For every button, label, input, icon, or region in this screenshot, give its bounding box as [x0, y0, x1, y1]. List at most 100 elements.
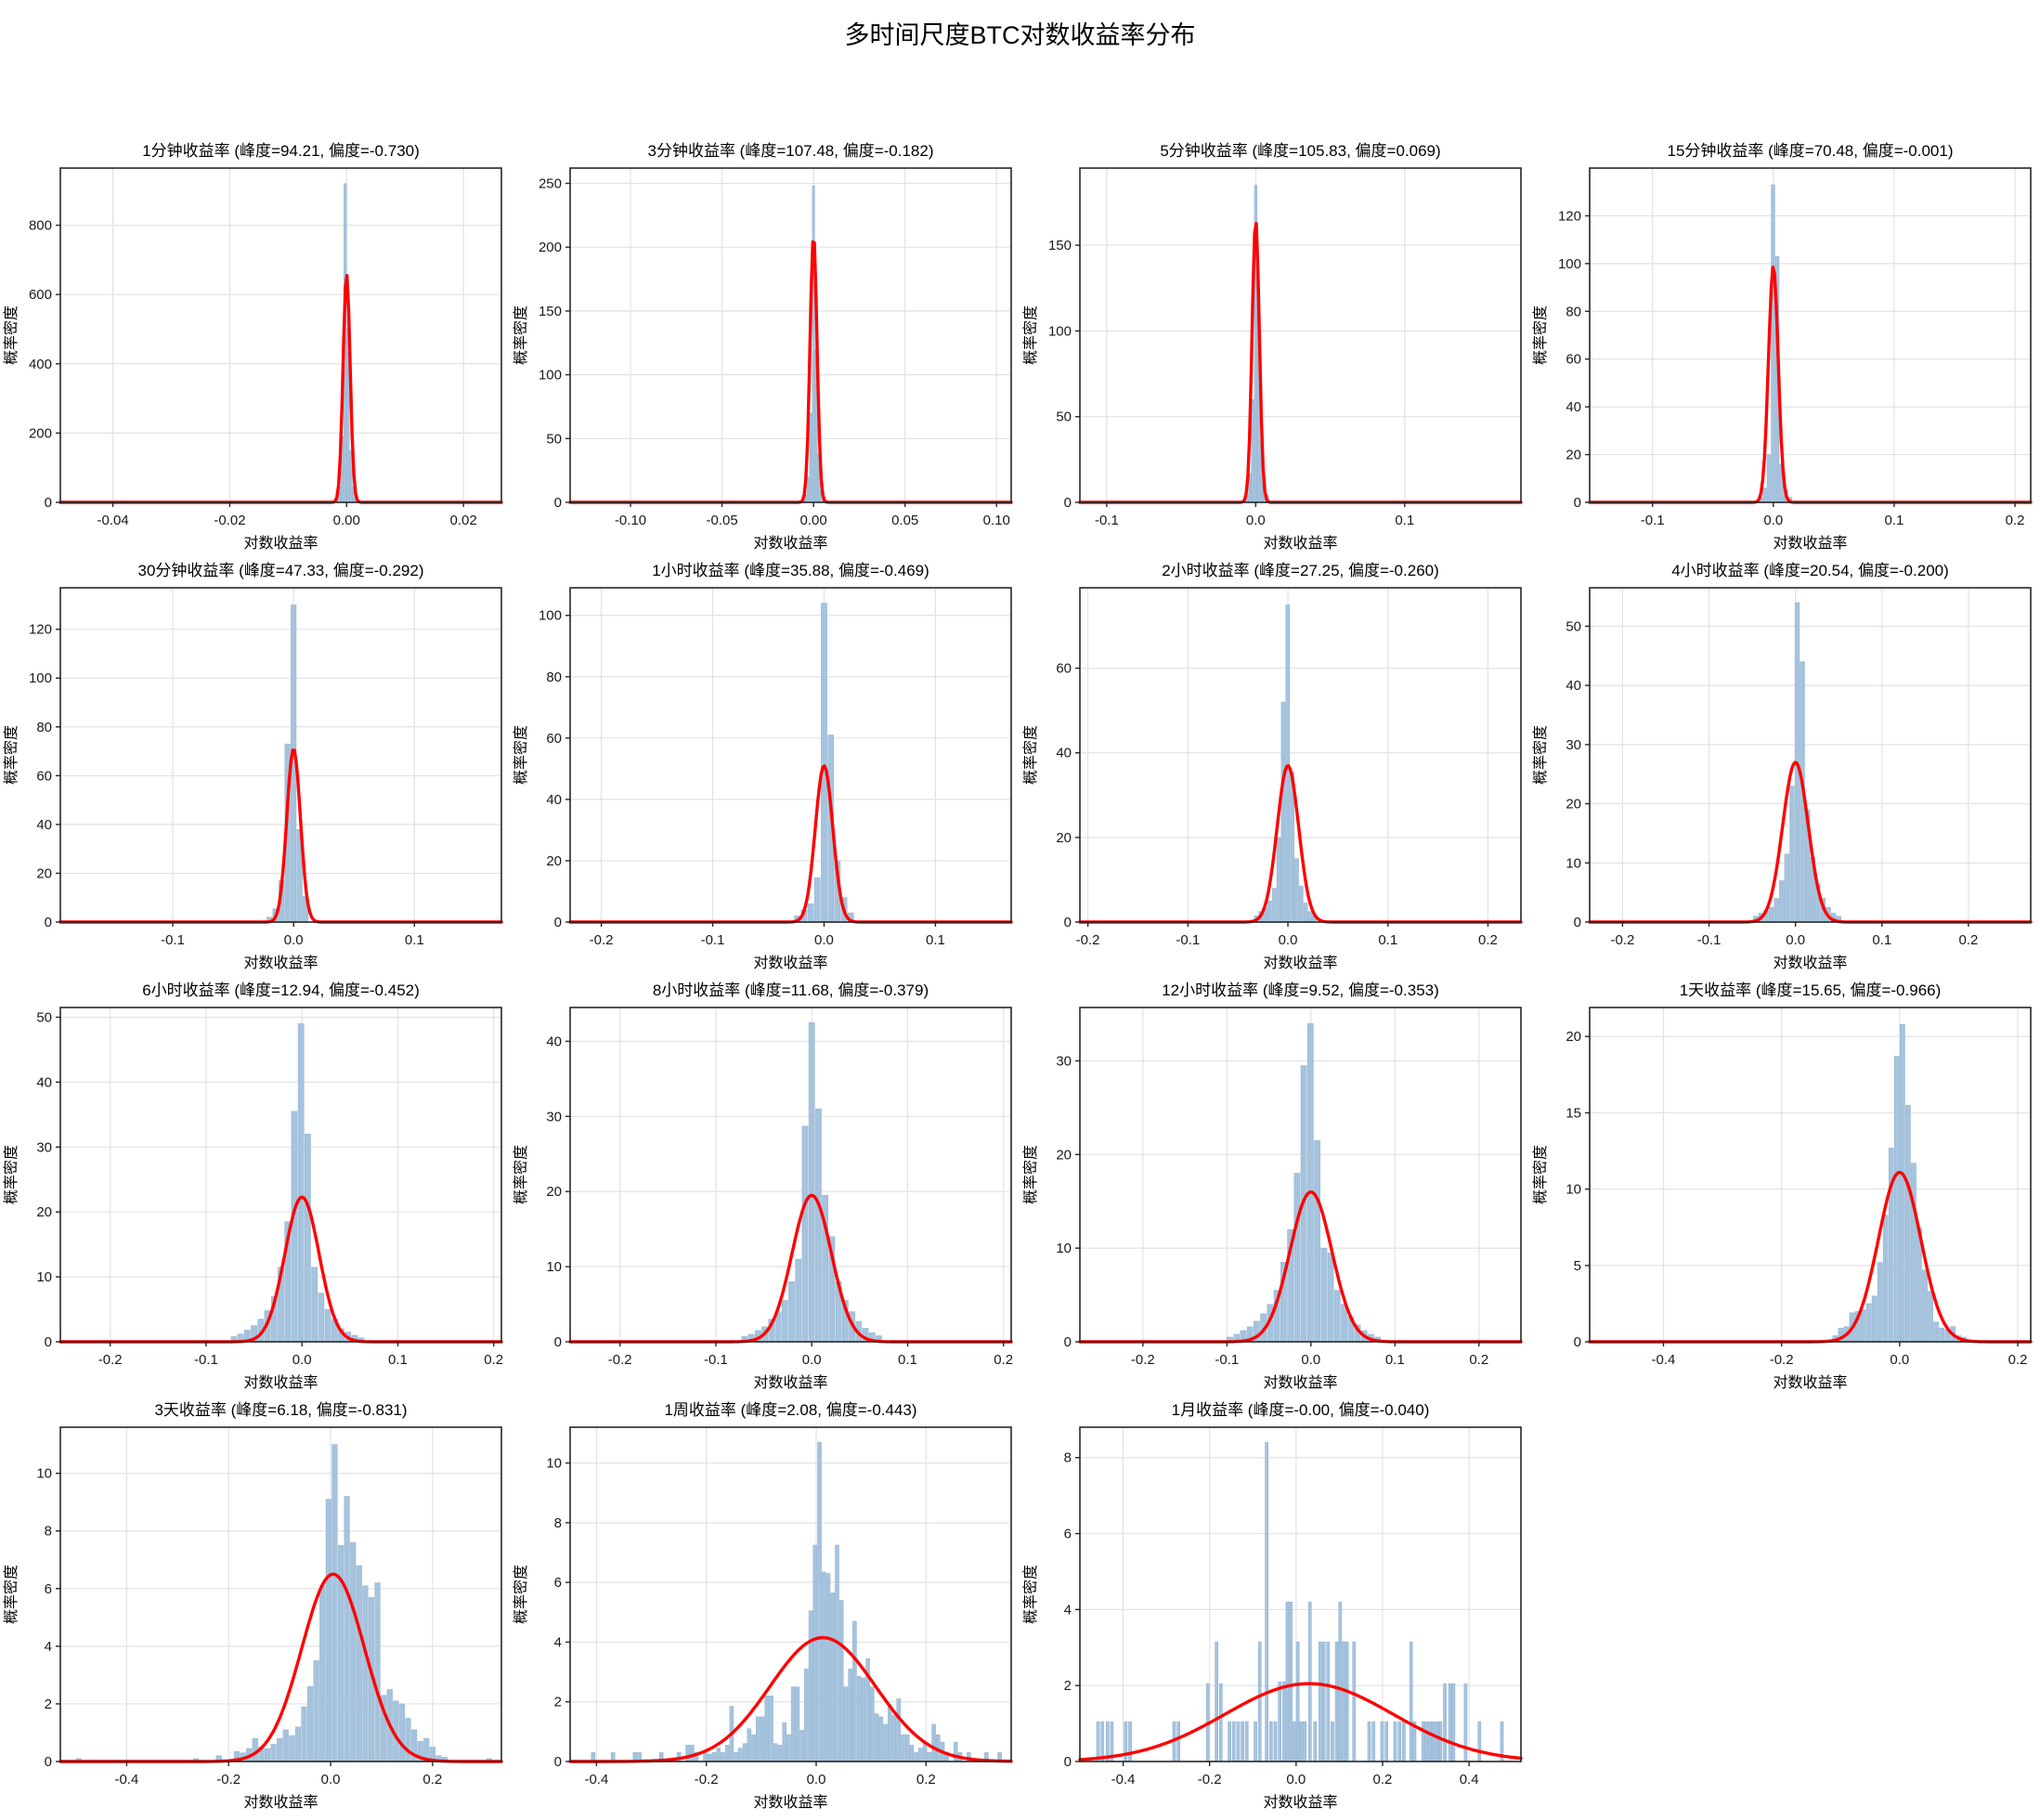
y-tick-label: 60 [546, 731, 562, 747]
x-tick-label: -0.10 [614, 513, 645, 528]
y-tick-label: 6 [1063, 1527, 1071, 1542]
histogram-bar [1306, 1022, 1314, 1343]
histogram-bar [812, 185, 815, 503]
y-axis-label: 概率密度 [1022, 306, 1039, 365]
histogram-bar [1312, 1721, 1317, 1762]
x-tick-label: 0.1 [388, 1352, 408, 1368]
y-tick-label: 100 [28, 670, 51, 686]
histogram-bar [790, 1686, 795, 1762]
x-tick-label: -0.2 [589, 932, 613, 948]
y-tick-label: 50 [1566, 618, 1581, 634]
x-tick-label: -0.2 [1197, 1772, 1221, 1788]
histogram-bar [820, 603, 827, 923]
histogram-bar [1292, 1721, 1296, 1762]
histogram-bar [1257, 1641, 1262, 1762]
chart-canvas: -0.10 -0.05 0.00 0.05 0.10 0 50 100 150 200 250 3分钟… [513, 142, 1013, 552]
y-tick-label: 8 [44, 1524, 51, 1540]
axes-frame [58, 167, 502, 503]
x-axis-label: 对数收益率 [243, 1374, 318, 1391]
histogram-bar [1384, 1721, 1388, 1762]
histogram-bar [300, 1706, 307, 1762]
x-tick-label: 0.0 [283, 932, 303, 948]
y-tick-label: 0 [1063, 915, 1071, 930]
y-axis-label: 概率密度 [3, 725, 19, 785]
x-tick-label: 0.2 [2005, 513, 2024, 528]
chart-canvas: -0.2 -0.1 0.0 0.1 0.2 0 10 20 30 12小时收益率 (峰度=9.52… [1022, 982, 1523, 1391]
axes-frame [568, 587, 1012, 923]
histogram-bar [1877, 1262, 1883, 1343]
x-tick-label: 0.0 [1890, 1352, 1909, 1368]
histogram-bar [1463, 1683, 1467, 1762]
chart-title: 1天收益率 (峰度=15.65, 偏度=-0.966) [1679, 982, 1941, 999]
y-tick-label: 120 [28, 622, 51, 638]
x-tick-label: 0.0 [806, 1772, 825, 1788]
subplot-6-histogram: -0.2 -0.1 0.0 0.1 0 20 40 60 80 100 1小时收益率 (峰度=35.… [511, 556, 1020, 976]
histogram-bar [1893, 1056, 1900, 1343]
chart-title: 4小时收益率 (峰度=20.54, 偏度=-0.200) [1671, 562, 1949, 579]
histogram-bar [1938, 1327, 1944, 1343]
histogram-bar [1351, 1641, 1356, 1762]
y-tick-label: 2 [44, 1696, 51, 1712]
subplot-3-histogram: -0.1 0.0 0.1 0 50 100 150 5分钟收益率 (峰度=105.83, 偏度… [1020, 136, 1530, 556]
subplot-10-histogram: -0.2 -0.1 0.0 0.1 0.2 0 10 20 30 40 8小时收益率 (峰度=11.… [511, 976, 1020, 1396]
histogram-bar [1281, 1681, 1286, 1762]
histogram-bar [1280, 701, 1285, 923]
x-axis-label: 对数收益率 [1263, 955, 1337, 971]
chart-canvas: -0.2 -0.1 0.0 0.1 0.2 0 10 20 30 40 50 6小时收益率 (峰度=1… [3, 982, 503, 1391]
y-tick-label: 30 [546, 1109, 562, 1124]
y-tick-label: 30 [1056, 1053, 1072, 1069]
y-tick-label: 40 [546, 1034, 562, 1049]
x-tick-label: -0.2 [694, 1772, 718, 1788]
y-tick-label: 5 [1573, 1258, 1580, 1274]
page-title: 多时间尺度BTC对数收益率分布 [844, 21, 1196, 49]
chart-title: 30分钟收益率 (峰度=47.33, 偏度=-0.292) [137, 562, 423, 579]
y-tick-label: 8 [553, 1515, 561, 1531]
x-tick-label: -0.2 [1769, 1352, 1793, 1368]
x-axis-label: 对数收益率 [1773, 535, 1847, 552]
y-tick-label: 30 [1566, 737, 1581, 753]
x-axis-label: 对数收益率 [1263, 535, 1337, 552]
y-tick-label: 0 [44, 1334, 51, 1350]
x-tick-label: -0.2 [1075, 932, 1099, 948]
subplot-8-histogram: -0.2 -0.1 0.0 0.1 0.2 0 10 20 30 40 50 4小时收益率 (峰度=2… [1530, 556, 2040, 976]
subplot-7-histogram: -0.2 -0.1 0.0 0.1 0.2 0 20 40 60 2小时收益率 (峰度=27.25… [1020, 556, 1530, 976]
x-tick-label: -0.04 [97, 513, 128, 528]
chart-title: 5分钟收益率 (峰度=105.83, 偏度=0.069) [1160, 142, 1440, 160]
x-tick-label: 0.0 [1278, 932, 1297, 948]
y-tick-label: 4 [44, 1639, 51, 1655]
histogram-bar [851, 1620, 857, 1762]
y-tick-label: 40 [36, 817, 52, 833]
y-tick-label: 0 [1573, 495, 1580, 511]
histogram-bar [763, 1696, 769, 1762]
histogram-bar [838, 1600, 844, 1762]
histogram-bar [806, 476, 810, 503]
histogram-bar [1293, 1173, 1300, 1343]
y-tick-label: 50 [36, 1009, 52, 1025]
histogram-bar [310, 1267, 318, 1343]
histogram-bar [794, 1258, 801, 1343]
chart-title: 8小时收益率 (峰度=11.68, 偏度=-0.379) [652, 982, 928, 999]
chart-title: 12小时收益率 (峰度=9.52, 偏度=-0.353) [1162, 982, 1439, 999]
histogram-bar [1099, 1721, 1104, 1762]
chart-title: 2小时收益率 (峰度=27.25, 偏度=-0.260) [1162, 562, 1439, 579]
x-tick-label: -0.2 [1130, 1352, 1154, 1368]
histogram-bar [325, 1499, 331, 1762]
y-tick-label: 20 [1566, 797, 1581, 812]
y-tick-label: 10 [1566, 1182, 1581, 1198]
x-tick-label: -0.02 [214, 513, 245, 528]
histogram-bar [715, 1748, 721, 1762]
histogram-bar [861, 1677, 865, 1762]
histogram-bar [913, 1752, 918, 1762]
chart-canvas: -0.2 -0.1 0.0 0.1 0.2 0 10 20 30 40 50 4小时收益率 (峰度=2… [1532, 562, 2033, 971]
histogram-bar [1299, 1721, 1303, 1762]
histogram-bar [869, 1686, 875, 1762]
histogram-bar [1921, 1269, 1928, 1343]
histogram-bar [1277, 1681, 1281, 1762]
histogram-bar [1871, 1295, 1877, 1343]
chart-canvas: -0.1 0.0 0.1 0 20 40 60 80 100 120 30分钟收益率 (峰度=47.… [3, 562, 503, 971]
y-tick-label: 10 [1566, 855, 1581, 871]
chart-canvas: -0.1 0.0 0.1 0 50 100 150 5分钟收益率 (峰度=105.83, 偏度… [1022, 142, 1523, 552]
histogram-bar [1766, 454, 1771, 503]
histogram-bar [1904, 1104, 1911, 1343]
subplot-11-histogram: -0.2 -0.1 0.0 0.1 0.2 0 10 20 30 12小时收益率 (峰度=9.52… [1020, 976, 1530, 1396]
